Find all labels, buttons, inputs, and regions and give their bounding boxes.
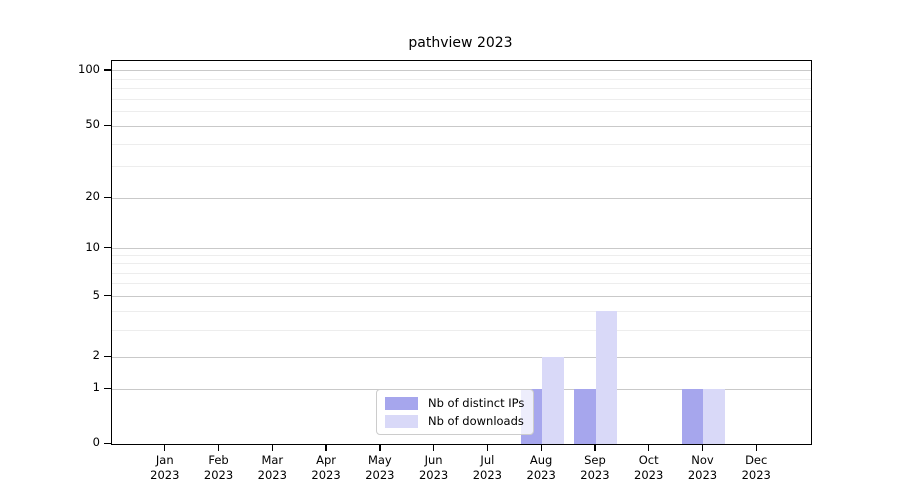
x-axis-month-label: Jun: [424, 453, 443, 467]
x-axis-tick: [540, 444, 542, 451]
y-axis-tick: [103, 69, 111, 71]
gridline-major: [112, 70, 811, 72]
x-axis-tick: [379, 444, 381, 451]
x-axis-tick: [486, 444, 489, 451]
legend-label: Nb of downloads: [428, 414, 524, 428]
y-axis-tick: [103, 124, 111, 127]
y-axis-tick-label: 2: [92, 348, 100, 363]
gridline-major: [112, 296, 811, 297]
gridline-minor: [112, 283, 811, 285]
x-axis-tick-label: Aug 2023: [513, 453, 569, 483]
gridline-major: [112, 356, 811, 358]
x-axis-year-label: 2023: [580, 468, 610, 482]
x-axis-month-label: Aug: [529, 453, 553, 467]
plot-area: Nb of distinct IPs Nb of downloads: [111, 60, 812, 445]
x-axis-year-label: 2023: [634, 468, 664, 482]
legend-item: Nb of distinct IPs: [385, 396, 524, 410]
y-axis-tick: [103, 247, 111, 249]
gridline-minor: [112, 272, 811, 274]
x-axis-year-label: 2023: [418, 468, 449, 482]
x-axis-tick: [433, 444, 435, 451]
x-axis-year-label: 2023: [472, 468, 503, 482]
x-axis-year-label: 2023: [257, 468, 287, 482]
y-axis-tick: [103, 442, 111, 444]
x-axis-tick: [271, 444, 273, 451]
y-axis-tick-label: 50: [85, 117, 100, 132]
gridline-minor: [112, 111, 811, 113]
gridline-minor: [112, 143, 811, 145]
x-axis-tick-label: Mar 2023: [244, 453, 300, 483]
x-axis-tick-label: Oct 2023: [621, 453, 677, 483]
y-axis-tick: [103, 387, 111, 389]
y-axis-tick-label: 1: [92, 380, 100, 394]
bar-nb-of-downloads-aug: [542, 357, 564, 444]
gridline-minor: [112, 166, 811, 168]
gridline-minor: [112, 255, 811, 257]
x-axis-month-label: May: [367, 453, 392, 467]
x-axis-month-label: Feb: [208, 453, 229, 467]
y-axis-tick-label: 0: [92, 435, 100, 449]
x-axis-tick: [164, 444, 166, 451]
x-axis-month-label: Jan: [155, 453, 174, 467]
legend-item: Nb of downloads: [385, 414, 524, 428]
x-axis-tick-label: Apr 2023: [298, 453, 354, 483]
x-axis-month-label: Nov: [691, 453, 714, 467]
x-axis-tick-label: Feb 2023: [191, 453, 247, 483]
x-axis-year-label: 2023: [365, 468, 395, 482]
y-axis-tick: [103, 196, 111, 199]
x-axis-tick-label: Dec 2023: [728, 453, 784, 483]
legend-label: Nb of distinct IPs: [428, 396, 525, 410]
y-axis-tick-label: 10: [85, 239, 100, 254]
x-axis-year-label: 2023: [526, 468, 556, 482]
x-axis-tick-label: May 2023: [352, 453, 408, 483]
gridline-minor: [112, 88, 811, 90]
chart-title: pathview 2023: [408, 35, 513, 51]
x-axis-month-label: Jul: [480, 453, 495, 467]
gridline-minor: [112, 99, 811, 101]
x-axis-month-label: Dec: [745, 453, 768, 467]
x-axis-month-label: Apr: [316, 453, 337, 467]
legend-swatch-downloads: [385, 414, 418, 428]
gridline-minor: [112, 78, 811, 80]
bar-nb-of-downloads-nov: [703, 389, 725, 444]
y-axis-tick-label: 20: [85, 189, 100, 204]
x-axis-tick: [325, 444, 327, 451]
x-axis-year-label: 2023: [741, 468, 771, 482]
x-axis-tick: [217, 444, 220, 451]
gridline-minor: [112, 310, 811, 312]
gridline-major: [112, 197, 811, 199]
x-axis-month-label: Oct: [638, 453, 659, 467]
x-axis-year-label: 2023: [203, 468, 234, 482]
x-axis-year-label: 2023: [687, 468, 718, 482]
x-axis-year-label: 2023: [311, 468, 341, 482]
x-axis-tick-label: Jul 2023: [459, 453, 515, 483]
y-axis-tick: [103, 295, 111, 297]
x-axis-tick: [755, 444, 757, 451]
x-axis-tick: [594, 444, 596, 451]
y-axis-tick-label: 5: [92, 287, 100, 302]
y-axis-tick-label: 100: [78, 61, 100, 76]
x-axis-month-label: Sep: [584, 453, 606, 467]
legend: Nb of distinct IPs Nb of downloads: [376, 389, 535, 435]
x-axis-tick: [701, 444, 704, 451]
x-axis-tick-label: Sep 2023: [567, 453, 623, 483]
bar-nb-of-downloads-sep: [595, 311, 618, 444]
x-axis-tick-label: Nov 2023: [674, 453, 730, 483]
bar-nb-of-distinct-ips-sep: [574, 389, 596, 444]
x-axis-year-label: 2023: [150, 468, 180, 482]
bar-nb-of-distinct-ips-nov: [681, 389, 704, 444]
gridline-minor: [112, 329, 811, 331]
legend-swatch-distinct-ips: [385, 396, 418, 410]
gridline-major: [112, 125, 811, 127]
gridline-major: [112, 248, 811, 250]
x-axis-tick-label: Jun 2023: [406, 453, 462, 483]
y-axis-tick: [103, 355, 111, 358]
x-axis-month-label: Mar: [261, 453, 284, 467]
x-axis-tick: [648, 444, 650, 451]
gridline-minor: [112, 263, 811, 265]
x-axis-tick-label: Jan 2023: [137, 453, 193, 483]
